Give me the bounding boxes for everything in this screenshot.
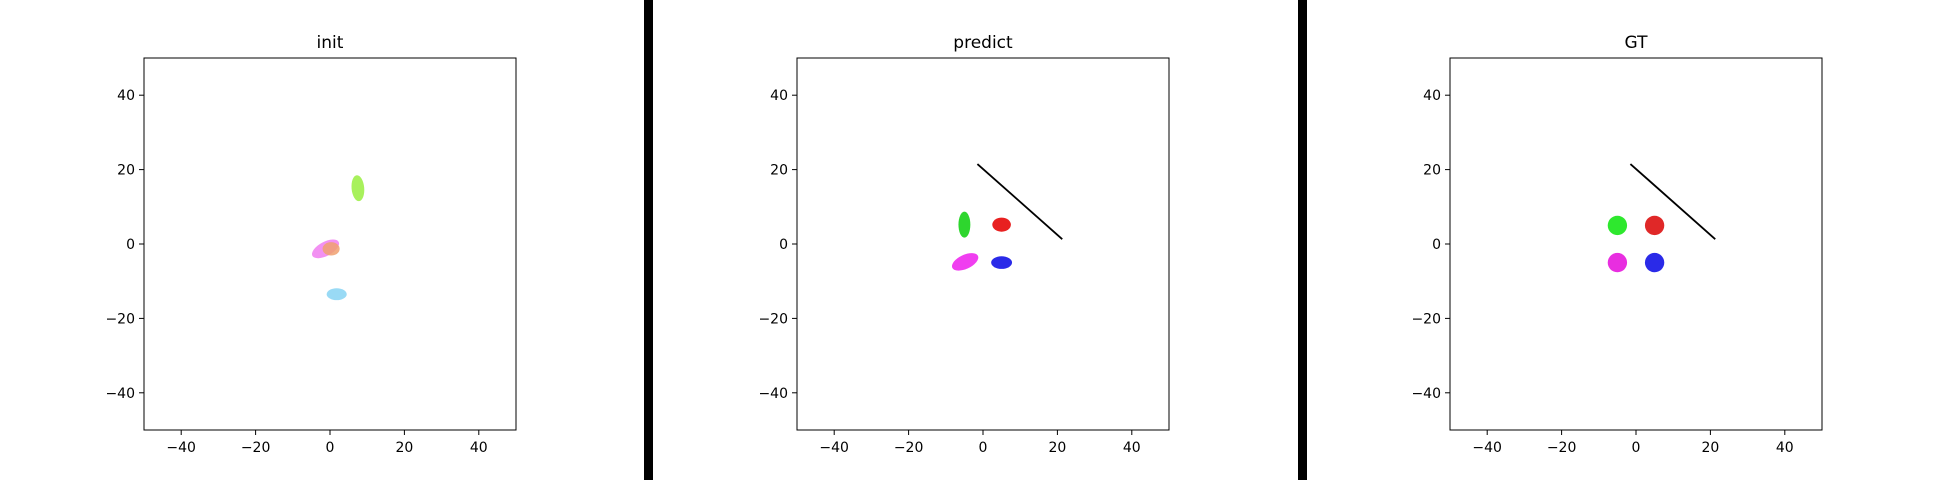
ellipse-mark — [351, 175, 365, 202]
y-tick-label: −40 — [1411, 386, 1441, 402]
ellipse-mark — [951, 253, 979, 271]
x-tick-label: 20 — [1048, 440, 1066, 456]
y-tick-label: −20 — [758, 311, 788, 327]
y-tick-label: 0 — [126, 237, 135, 253]
panel-dividers — [644, 0, 1307, 480]
x-tick-label: 40 — [470, 440, 488, 456]
ellipse-mark — [958, 211, 971, 238]
y-tick-label: 0 — [779, 237, 788, 253]
ellipse-mark — [1607, 215, 1628, 236]
y-tick-label: 0 — [1432, 237, 1441, 253]
y-tick-label: −40 — [758, 386, 788, 402]
y-tick-label: 40 — [770, 88, 788, 104]
ellipse-mark — [1607, 252, 1628, 273]
x-tick-label: 20 — [395, 440, 413, 456]
chart-title: GT — [1625, 33, 1649, 53]
x-tick-label: 0 — [1632, 440, 1641, 456]
ellipse-mark — [1644, 252, 1665, 273]
x-tick-label: 20 — [1701, 440, 1719, 456]
y-tick-label: 40 — [1423, 88, 1441, 104]
y-tick-label: −20 — [1411, 311, 1441, 327]
chart-panel-init: init −40 −20 0 20 40 −40 −20 0 20 40 — [105, 33, 517, 456]
y-tick-label: 20 — [770, 163, 788, 179]
x-tick-label: 0 — [979, 440, 988, 456]
ellipse-mark — [1644, 215, 1665, 236]
ellipse-mark — [991, 256, 1013, 269]
axes-frame — [796, 57, 1170, 431]
panels: init −40 −20 0 20 40 −40 −20 0 20 40 predict −40 −20 0… — [105, 33, 1823, 456]
chart-title: predict — [953, 33, 1013, 53]
x-tick-label: −40 — [819, 440, 849, 456]
x-tick-label: −40 — [1472, 440, 1502, 456]
ellipse-mark — [322, 242, 340, 256]
panel-divider — [1298, 0, 1307, 480]
x-tick-label: −20 — [894, 440, 924, 456]
x-tick-label: 40 — [1123, 440, 1141, 456]
plot-area — [951, 163, 1063, 271]
x-tick-label: 40 — [1776, 440, 1794, 456]
x-tick-label: −20 — [1547, 440, 1577, 456]
axes-frame — [1449, 57, 1823, 431]
ellipse-mark — [326, 288, 347, 301]
y-tick-label: 40 — [117, 88, 135, 104]
chart-panel-gt: GT −40 −20 0 20 40 −40 −20 0 20 40 — [1411, 33, 1823, 456]
line-segment — [976, 163, 1063, 240]
y-tick-label: 20 — [1423, 163, 1441, 179]
ellipse-mark — [992, 217, 1011, 232]
plot-area — [311, 175, 365, 301]
x-tick-label: −20 — [241, 440, 271, 456]
panel-divider — [644, 0, 653, 480]
x-tick-label: 0 — [326, 440, 335, 456]
y-tick-label: −40 — [105, 386, 135, 402]
y-tick-label: 20 — [117, 163, 135, 179]
y-tick-label: −20 — [105, 311, 135, 327]
plot-area — [1607, 163, 1716, 273]
x-tick-label: −40 — [166, 440, 196, 456]
chart-title: init — [317, 33, 344, 53]
chart-panel-predict: predict −40 −20 0 20 40 −40 −20 0 20 40 — [758, 33, 1170, 456]
line-segment — [1629, 163, 1716, 240]
